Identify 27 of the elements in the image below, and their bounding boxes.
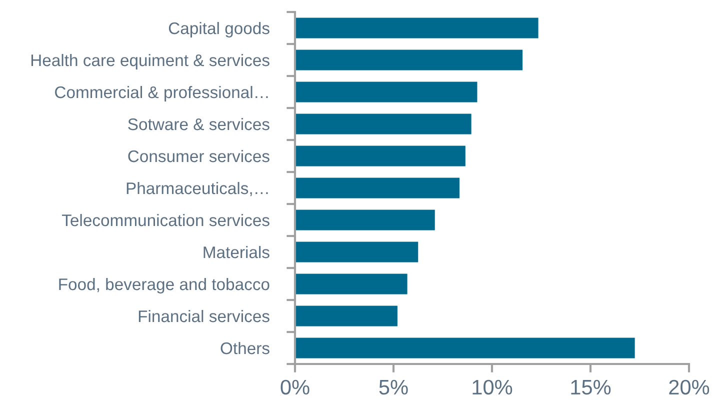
y-tick-label: Financial services [138,310,270,322]
bar [295,146,466,166]
y-tick-label: Materials [204,246,270,258]
x-tick-label: 5% [379,380,408,395]
y-tick-label: Others [220,342,270,354]
x-tick-label: 20% [669,380,710,395]
y-tick-label: Capital goods [168,22,270,38]
y-tick-label: Consumer services [128,150,270,162]
bar [295,338,635,358]
bar [295,178,460,198]
y-tick-label: Telecommunication services [62,214,270,226]
bar [295,82,478,102]
bar [295,18,538,38]
bar [295,114,472,134]
x-tick-label: 15% [571,380,611,395]
bar [295,242,418,262]
bar [295,50,523,70]
y-tick-label: Food, beverage and tobacco [59,278,270,294]
bar [295,306,398,326]
bar [295,274,408,294]
y-tick-label: Commercial & professional… [55,86,268,102]
bar [295,210,435,230]
x-tick-label: 0% [280,380,310,395]
x-tick-label: 10% [472,380,512,395]
y-tick-label: Health care equiment & services [31,54,270,70]
y-tick-label: Pharmaceuticals,… [126,182,268,196]
y-tick-label: Sotware & services [128,118,270,130]
